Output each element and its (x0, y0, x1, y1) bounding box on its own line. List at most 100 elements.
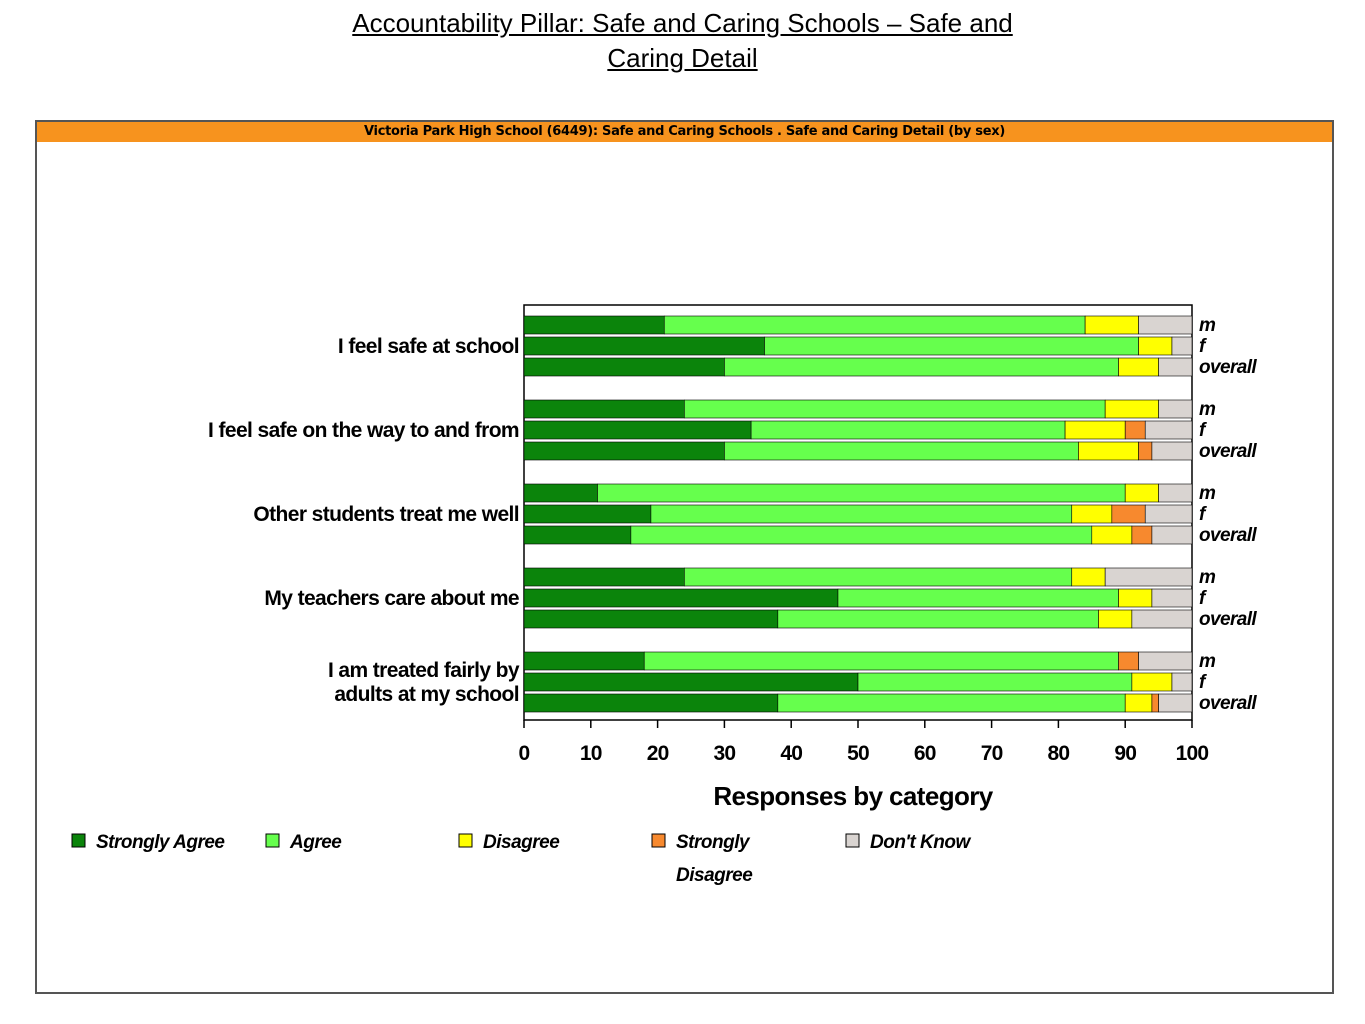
bar-segment (1138, 441, 1153, 461)
bar-segment (1064, 420, 1126, 440)
category-label: I am treated fairly by (328, 659, 520, 682)
bar-segment (1151, 588, 1193, 608)
bar-segment (643, 651, 1119, 671)
x-tick-label: 10 (580, 742, 602, 765)
chart-header: Victoria Park High School (6449): Safe a… (37, 122, 1332, 142)
bar-segment (1144, 420, 1193, 440)
bar-segment (684, 567, 1073, 587)
bar-segment (1118, 651, 1139, 671)
bar-segment (1131, 525, 1153, 545)
legend-swatch (651, 833, 666, 848)
bar-segment (1171, 336, 1193, 356)
bar-segment (1071, 504, 1113, 524)
row-label-overall: overall (1199, 441, 1257, 462)
x-tick-label: 70 (981, 742, 1003, 765)
bar-segment (684, 399, 1106, 419)
bar-segment (724, 357, 1119, 377)
row-label-overall: overall (1199, 525, 1257, 546)
bar-segment (1151, 693, 1159, 713)
x-tick-label: 40 (780, 742, 802, 765)
legend-label: Don't Know (870, 832, 971, 853)
bar-segment (1131, 609, 1193, 629)
bar-segment (1131, 672, 1173, 692)
bar-segment (1138, 651, 1193, 671)
legend-label: Strongly (676, 832, 751, 853)
legend-label: Strongly Agree (96, 832, 225, 853)
row-label-f: f (1199, 336, 1207, 357)
legend-swatch (265, 833, 280, 848)
bar-segment (1151, 441, 1193, 461)
row-label-f: f (1199, 420, 1207, 441)
bar-segment (1138, 336, 1173, 356)
category-label: My teachers care about me (264, 587, 519, 610)
bar-segment (523, 651, 645, 671)
bar-segment (523, 693, 779, 713)
category-label: I feel safe on the way to and from (208, 419, 519, 442)
legend-swatch (458, 833, 473, 848)
row-label-m: m (1199, 399, 1216, 420)
bar-segment (764, 336, 1139, 356)
bar-segment (1098, 609, 1133, 629)
bar-segment (777, 609, 1099, 629)
row-label-overall: overall (1199, 693, 1257, 714)
bar-segment (523, 609, 779, 629)
bar-segment (523, 525, 632, 545)
row-label-f: f (1199, 504, 1207, 525)
x-tick-label: 80 (1048, 742, 1070, 765)
slide-title-line-1: Accountability Pillar: Safe and Caring S… (352, 8, 1013, 38)
bar-segment (630, 525, 1093, 545)
bar-segment (857, 672, 1133, 692)
row-label-f: f (1199, 588, 1207, 609)
x-tick-label: 0 (519, 742, 530, 765)
category-label: adults at my school (334, 683, 519, 706)
bar-segment (1124, 693, 1153, 713)
slide-title: Accountability Pillar: Safe and Caring S… (0, 6, 1365, 76)
bar-segment (523, 315, 665, 335)
bar-segment (1171, 672, 1193, 692)
bar-segment (1111, 504, 1146, 524)
bar-segment (523, 336, 765, 356)
bar-segment (1158, 693, 1193, 713)
row-label-m: m (1199, 483, 1216, 504)
legend-swatch (845, 833, 860, 848)
bar-segment (1138, 315, 1193, 335)
bar-segment (1158, 399, 1193, 419)
bar-segment (1124, 483, 1159, 503)
legend-swatch (71, 833, 86, 848)
bar-segment (777, 693, 1126, 713)
bar-segment (1118, 357, 1159, 377)
x-tick-label: 50 (847, 742, 869, 765)
bar-segment (1071, 567, 1106, 587)
row-label-m: m (1199, 567, 1216, 588)
bar-segment (1151, 525, 1193, 545)
row-label-m: m (1199, 315, 1216, 336)
category-label: Other students treat me well (253, 503, 519, 526)
row-label-overall: overall (1199, 357, 1257, 378)
bar-segment (1144, 504, 1193, 524)
x-tick-label: 60 (914, 742, 936, 765)
bar-segment (1078, 441, 1139, 461)
bar-segment (523, 357, 725, 377)
bar-segment (597, 483, 1126, 503)
legend-label: Agree (289, 832, 342, 853)
bar-segment (1158, 483, 1193, 503)
bar-segment (1124, 420, 1146, 440)
bar-segment (1104, 399, 1159, 419)
bar-segment (523, 588, 839, 608)
category-label: I feel safe at school (338, 335, 519, 358)
row-label-f: f (1199, 672, 1207, 693)
bar-segment (1158, 357, 1193, 377)
x-tick-label: 30 (714, 742, 736, 765)
bar-segment (523, 672, 859, 692)
bar-segment (724, 441, 1079, 461)
bar-segment (1104, 567, 1193, 587)
bar-segment (1091, 525, 1133, 545)
slide-title-line-2: Caring Detail (607, 43, 758, 73)
legend-label: Disagree (676, 865, 753, 886)
row-label-overall: overall (1199, 609, 1257, 630)
bar-segment (523, 441, 725, 461)
row-label-m: m (1199, 651, 1216, 672)
x-tick-label: 90 (1114, 742, 1136, 765)
chart-frame: Victoria Park High School (6449): Safe a… (35, 120, 1334, 994)
